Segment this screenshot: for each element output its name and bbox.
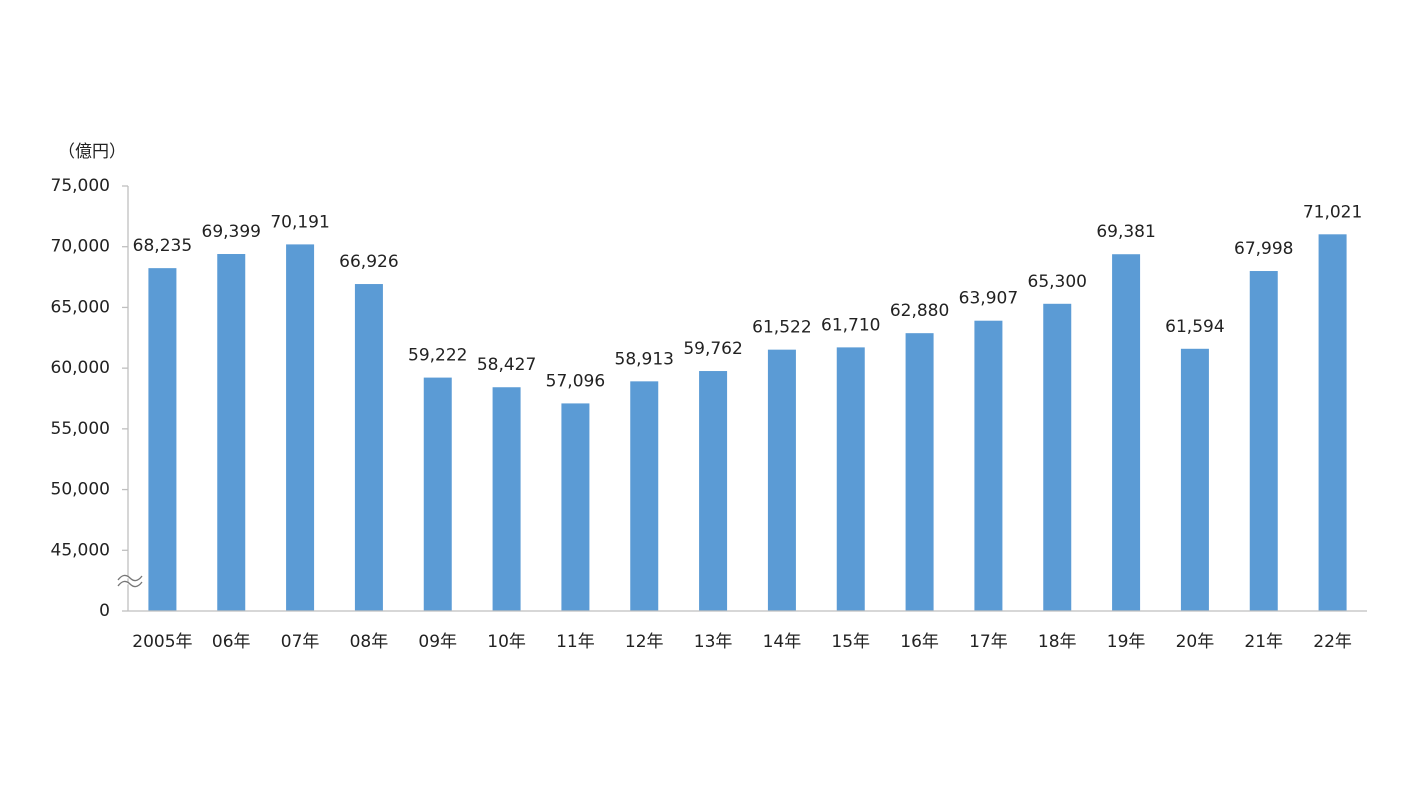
x-tick-label: 06年 (212, 632, 251, 652)
value-label: 62,880 (890, 301, 949, 321)
x-tick-label: 09年 (418, 632, 457, 652)
x-tick-label: 21年 (1244, 632, 1283, 652)
bar (148, 268, 177, 611)
y-axis-label: （億円） (58, 142, 126, 162)
x-tick-label: 15年 (831, 632, 870, 652)
x-tick-label: 16年 (900, 632, 939, 652)
value-label: 61,710 (821, 315, 880, 335)
y-tick-label: 50,000 (51, 480, 110, 500)
x-tick-label: 13年 (694, 632, 733, 652)
value-label: 61,594 (1165, 317, 1224, 337)
bar (1318, 234, 1347, 612)
bar (1249, 271, 1278, 611)
y-tick-label: 55,000 (51, 419, 110, 439)
y-tick-label: 75,000 (51, 176, 110, 196)
bar (974, 320, 1003, 611)
bar (1043, 303, 1072, 611)
x-tick-label: 18年 (1038, 632, 1077, 652)
value-label: 66,926 (339, 252, 398, 272)
y-tick-label: 70,000 (51, 237, 110, 257)
y-tick-label: 0 (99, 601, 110, 621)
value-label: 59,762 (683, 339, 742, 359)
axis-break (117, 574, 143, 588)
value-label: 63,907 (959, 289, 1018, 309)
bar (561, 403, 590, 611)
x-tick-label: 12年 (625, 632, 664, 652)
value-label: 71,021 (1303, 202, 1362, 222)
value-label: 70,191 (270, 212, 329, 232)
x-tick-label: 14年 (763, 632, 802, 652)
x-tick-label: 20年 (1176, 632, 1215, 652)
value-label: 67,998 (1234, 239, 1293, 259)
value-label: 57,096 (546, 371, 605, 391)
value-label: 65,300 (1028, 272, 1087, 292)
value-label: 59,222 (408, 346, 467, 366)
value-label: 58,913 (615, 349, 674, 369)
y-tick-label: 65,000 (51, 297, 110, 317)
value-label: 69,381 (1096, 222, 1155, 242)
x-tick-label: 08年 (350, 632, 389, 652)
x-tick-label: 17年 (969, 632, 1008, 652)
y-tick-label: 60,000 (51, 358, 110, 378)
value-label: 58,427 (477, 355, 536, 375)
bar (836, 347, 865, 611)
bar (1112, 254, 1141, 611)
value-label: 69,399 (202, 222, 261, 242)
x-tick-label: 10年 (487, 632, 526, 652)
bar (492, 387, 521, 611)
value-label: 68,235 (133, 236, 192, 256)
bar (767, 349, 796, 611)
bar (630, 381, 659, 611)
bar (699, 371, 728, 611)
bar (1180, 348, 1209, 611)
y-tick-label: 45,000 (51, 540, 110, 560)
bar (217, 254, 246, 611)
x-tick-label: 22年 (1313, 632, 1352, 652)
bar (354, 284, 383, 611)
value-label: 61,522 (752, 318, 811, 338)
bar (286, 244, 315, 611)
x-tick-label: 19年 (1107, 632, 1146, 652)
x-tick-label: 07年 (281, 632, 320, 652)
x-tick-label: 11年 (556, 632, 595, 652)
bar (905, 333, 934, 611)
bar (423, 377, 452, 611)
x-tick-label: 2005年 (132, 632, 192, 652)
